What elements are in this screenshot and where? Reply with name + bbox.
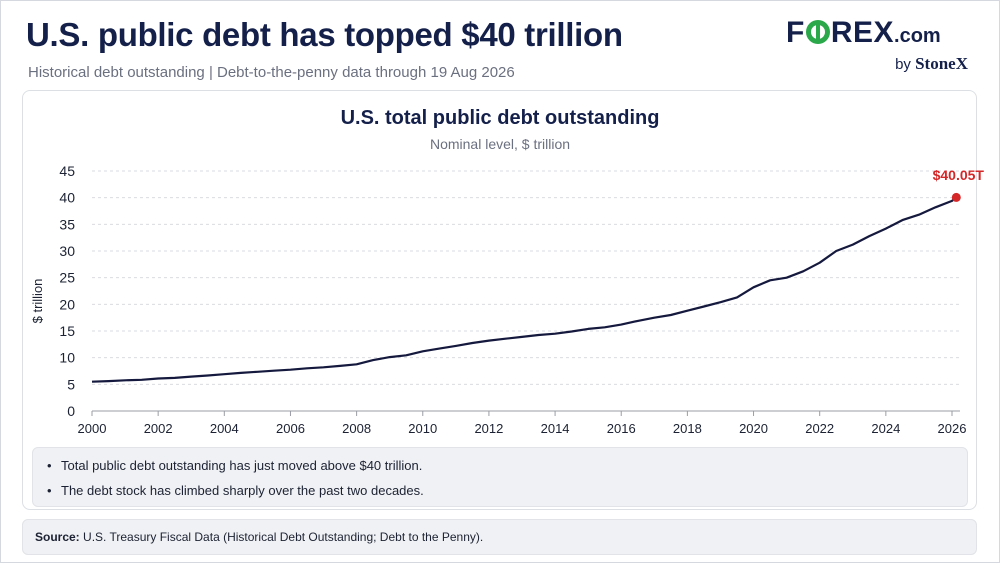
page-subtitle: Historical debt outstanding | Debt-to-th…	[28, 64, 515, 81]
x-tick-label: 2016	[607, 421, 636, 436]
logo-o-icon	[805, 20, 830, 44]
y-tick-label: 40	[59, 190, 75, 206]
x-tick-label: 2002	[144, 421, 173, 436]
chart-card	[22, 90, 977, 510]
y-tick-label: 20	[59, 296, 75, 312]
y-tick-label: 5	[67, 376, 75, 392]
y-tick-label: 15	[59, 323, 75, 339]
x-tick-label: 2010	[408, 421, 437, 436]
y-tick-label: 0	[67, 403, 75, 419]
y-tick-label: 45	[59, 163, 75, 179]
x-tick-label: 2018	[673, 421, 702, 436]
x-tick-label: 2020	[739, 421, 768, 436]
x-tick-label: 2024	[871, 421, 900, 436]
x-tick-label: 2008	[342, 421, 371, 436]
forex-logo: F REX.com by StoneX	[786, 16, 976, 78]
source-text: Source: U.S. Treasury Fiscal Data (Histo…	[35, 530, 484, 544]
latest-value-label: $40.05T	[933, 167, 985, 183]
x-tick-label: 2006	[276, 421, 305, 436]
y-tick-label: 30	[59, 243, 75, 259]
x-tick-label: 2026	[938, 421, 967, 436]
note-item: • Total public debt outstanding has just …	[47, 458, 423, 473]
page-title: U.S. public debt has topped $40 trillion	[26, 16, 623, 53]
chart-subtitle: Nominal level, $ trillion	[429, 136, 571, 152]
chart-title: U.S. total public debt outstanding	[340, 107, 660, 129]
x-tick-label: 2022	[805, 421, 834, 436]
y-tick-label: 25	[59, 270, 75, 286]
note-item: • The debt stock has climbed sharply over…	[47, 483, 424, 498]
x-tick-label: 2014	[541, 421, 570, 436]
logo-wordmark: F REX.com	[786, 16, 941, 49]
y-axis-label: $ trillion	[30, 279, 45, 324]
logo-byline: by StoneX	[895, 54, 968, 73]
notes-panel: • Total public debt outstanding has just …	[32, 447, 968, 507]
latest-point-marker	[951, 192, 961, 202]
series-line	[91, 196, 957, 383]
series-layer	[91, 192, 961, 383]
x-tick-label: 2000	[78, 421, 107, 436]
y-tick-label: 10	[59, 350, 75, 366]
grid-lines	[92, 170, 960, 385]
bullet-icon: •	[47, 483, 52, 498]
x-tick-label: 2004	[210, 421, 239, 436]
axes	[91, 410, 960, 416]
source-panel: Source: U.S. Treasury Fiscal Data (Histo…	[22, 519, 977, 555]
bullet-icon: •	[47, 458, 52, 473]
y-tick-label: 35	[59, 216, 75, 232]
tick-labels: 0 5 10 15 20 25 30 35 40 45 2000 2002 2004 2006 2008 20…	[30, 163, 984, 436]
x-tick-label: 2012	[474, 421, 503, 436]
